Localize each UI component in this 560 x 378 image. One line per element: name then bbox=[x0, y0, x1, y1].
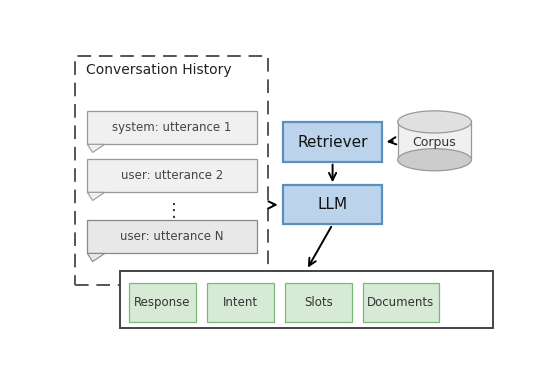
Ellipse shape bbox=[398, 149, 472, 171]
Text: Slots: Slots bbox=[304, 296, 333, 309]
Text: ⋮: ⋮ bbox=[165, 202, 183, 220]
Text: Intent: Intent bbox=[223, 296, 258, 309]
FancyBboxPatch shape bbox=[283, 122, 382, 162]
FancyBboxPatch shape bbox=[87, 220, 256, 254]
Polygon shape bbox=[87, 254, 105, 262]
FancyBboxPatch shape bbox=[75, 56, 268, 285]
FancyBboxPatch shape bbox=[285, 283, 352, 322]
Text: user: utterance 2: user: utterance 2 bbox=[121, 169, 223, 182]
Text: Documents: Documents bbox=[367, 296, 435, 309]
Text: system: utterance 1: system: utterance 1 bbox=[113, 121, 232, 134]
FancyBboxPatch shape bbox=[120, 271, 493, 328]
Text: LLM: LLM bbox=[318, 197, 348, 212]
FancyBboxPatch shape bbox=[283, 185, 382, 225]
FancyBboxPatch shape bbox=[363, 283, 439, 322]
FancyBboxPatch shape bbox=[207, 283, 274, 322]
Polygon shape bbox=[87, 144, 105, 152]
FancyBboxPatch shape bbox=[398, 122, 472, 160]
FancyBboxPatch shape bbox=[129, 283, 196, 322]
Text: Retriever: Retriever bbox=[297, 135, 368, 150]
Text: Response: Response bbox=[134, 296, 190, 309]
Ellipse shape bbox=[398, 111, 472, 133]
FancyBboxPatch shape bbox=[87, 159, 256, 192]
Text: Corpus: Corpus bbox=[413, 136, 456, 149]
Polygon shape bbox=[87, 192, 105, 200]
Text: user: utterance N: user: utterance N bbox=[120, 230, 224, 243]
Text: Conversation History: Conversation History bbox=[86, 63, 232, 77]
FancyBboxPatch shape bbox=[87, 111, 256, 144]
